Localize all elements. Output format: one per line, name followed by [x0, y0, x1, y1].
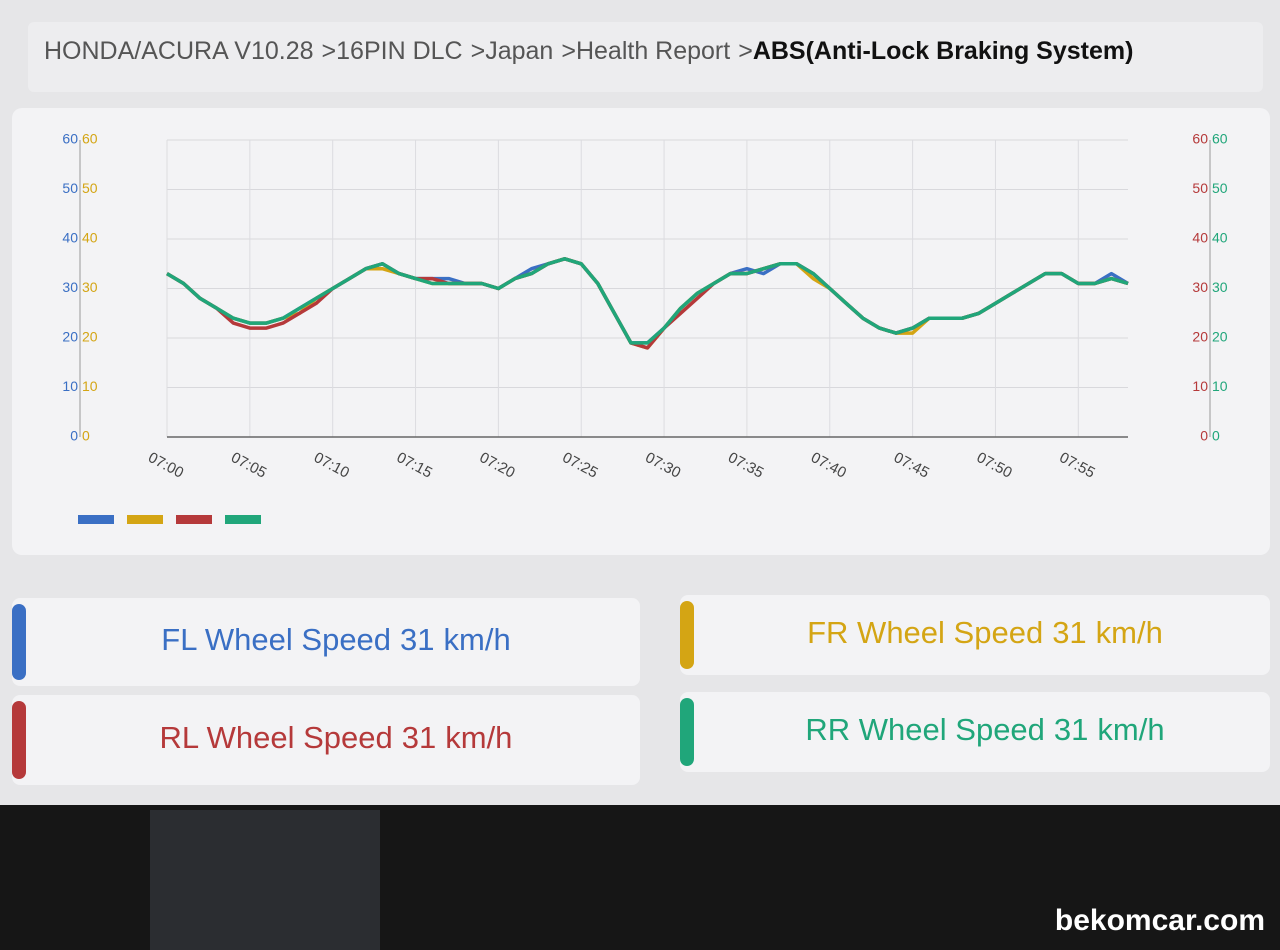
- breadcrumb-separator: >: [322, 37, 337, 65]
- chart-panel: [12, 108, 1270, 555]
- card-label: RR Wheel Speed: [805, 712, 1045, 747]
- y2-tick-label: 60: [1192, 131, 1208, 147]
- breadcrumb-item: HONDA/ACURA V10.28: [44, 37, 314, 65]
- card-text: RL Wheel Speed 31 km/h: [160, 720, 513, 755]
- card-accent: [680, 698, 694, 766]
- card-value: 31: [400, 622, 434, 657]
- legend-swatch: [176, 515, 212, 524]
- card-unit: km/h: [445, 720, 512, 755]
- legend-swatch: [127, 515, 163, 524]
- card: [680, 595, 1270, 675]
- legend-swatch: [78, 515, 114, 524]
- card-accent: [12, 701, 26, 779]
- y-tick-label: 60: [82, 131, 98, 147]
- card-value: 31: [402, 720, 436, 755]
- y2-tick-label: 0: [1212, 428, 1220, 444]
- card-text: FR Wheel Speed 31 km/h: [807, 615, 1163, 650]
- card-unit: km/h: [444, 622, 511, 657]
- card-unit: km/h: [1097, 712, 1164, 747]
- y2-tick-label: 10: [1212, 378, 1228, 394]
- reflection: [150, 810, 380, 950]
- y-tick-label: 0: [70, 428, 78, 444]
- y-tick-label: 60: [62, 131, 78, 147]
- y-tick-label: 0: [82, 428, 90, 444]
- card-unit: km/h: [1096, 615, 1163, 650]
- card: [680, 692, 1270, 772]
- y-tick-label: 30: [62, 279, 78, 295]
- y2-tick-label: 30: [1192, 279, 1208, 295]
- breadcrumb-item: 16PIN DLC: [336, 37, 462, 65]
- breadcrumb: HONDA/ACURA V10.28 >16PIN DLC >Japan >Healt…: [44, 37, 1133, 65]
- watermark: bekomcar.com: [1055, 904, 1265, 937]
- y2-tick-label: 40: [1192, 230, 1208, 246]
- y2-tick-label: 0: [1200, 428, 1208, 444]
- y-tick-label: 50: [82, 180, 98, 196]
- y-tick-label: 40: [82, 230, 98, 246]
- card-text: RR Wheel Speed 31 km/h: [805, 712, 1164, 747]
- card-accent: [12, 604, 26, 680]
- breadcrumb-item: Japan: [485, 37, 553, 65]
- y2-tick-label: 30: [1212, 279, 1228, 295]
- y2-tick-label: 50: [1192, 180, 1208, 196]
- card: [12, 598, 640, 686]
- breadcrumb-separator: >: [738, 37, 753, 65]
- legend-swatch: [225, 515, 261, 524]
- y-tick-label: 30: [82, 279, 98, 295]
- y2-tick-label: 20: [1212, 329, 1228, 345]
- breadcrumb-bar: [28, 22, 1263, 92]
- y-tick-label: 10: [62, 378, 78, 394]
- y2-tick-label: 10: [1192, 378, 1208, 394]
- y-tick-label: 40: [62, 230, 78, 246]
- y-tick-label: 10: [82, 378, 98, 394]
- y-tick-label: 50: [62, 180, 78, 196]
- y2-tick-label: 20: [1192, 329, 1208, 345]
- card-label: RL Wheel Speed: [160, 720, 393, 755]
- y2-tick-label: 60: [1212, 131, 1228, 147]
- card-text: FL Wheel Speed 31 km/h: [161, 622, 510, 657]
- card-value: 31: [1052, 615, 1086, 650]
- series-line: [166, 257, 1129, 345]
- y-tick-label: 20: [82, 329, 98, 345]
- breadcrumb-current: ABS(Anti-Lock Braking System): [753, 37, 1134, 65]
- breadcrumb-item: Health Report: [576, 37, 730, 65]
- card-value: 31: [1054, 712, 1088, 747]
- card-label: FL Wheel Speed: [161, 622, 391, 657]
- y-tick-label: 20: [62, 329, 78, 345]
- card: [12, 695, 640, 785]
- card-label: FR Wheel Speed: [807, 615, 1043, 650]
- y2-tick-label: 40: [1212, 230, 1228, 246]
- card-accent: [680, 601, 694, 669]
- breadcrumb-separator: >: [561, 37, 576, 65]
- y2-tick-label: 50: [1212, 180, 1228, 196]
- breadcrumb-separator: >: [471, 37, 486, 65]
